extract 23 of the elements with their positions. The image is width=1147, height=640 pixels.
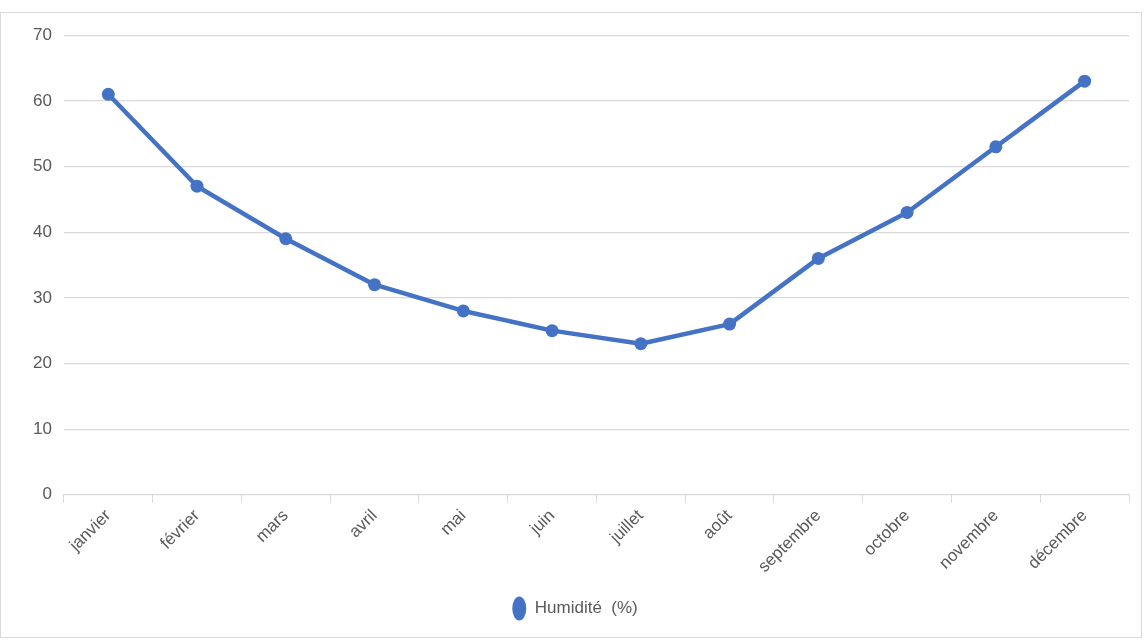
point: [811, 251, 825, 265]
legend-label: Humidité (%): [534, 598, 638, 618]
point: [545, 324, 559, 338]
point: [368, 278, 382, 292]
y-tick-label: 40: [32, 221, 52, 241]
y-tick-label: 10: [32, 418, 52, 438]
y-tick-label: 70: [32, 24, 52, 44]
y-tick-label: 30: [32, 287, 52, 307]
y-tick-label: 20: [32, 353, 52, 373]
y-tick-label: 0: [42, 484, 52, 504]
point: [456, 304, 470, 318]
point: [101, 87, 115, 101]
point: [723, 317, 737, 331]
point: [634, 337, 648, 351]
point: [190, 179, 204, 193]
point: [1078, 74, 1092, 88]
point: [279, 232, 293, 246]
point: [900, 205, 914, 219]
y-tick-label: 60: [32, 90, 52, 110]
x-tick-label: mai: [436, 505, 470, 539]
point: [989, 140, 1003, 154]
y-tick-label: 50: [32, 156, 52, 176]
x-tick-label: juin: [525, 505, 559, 539]
